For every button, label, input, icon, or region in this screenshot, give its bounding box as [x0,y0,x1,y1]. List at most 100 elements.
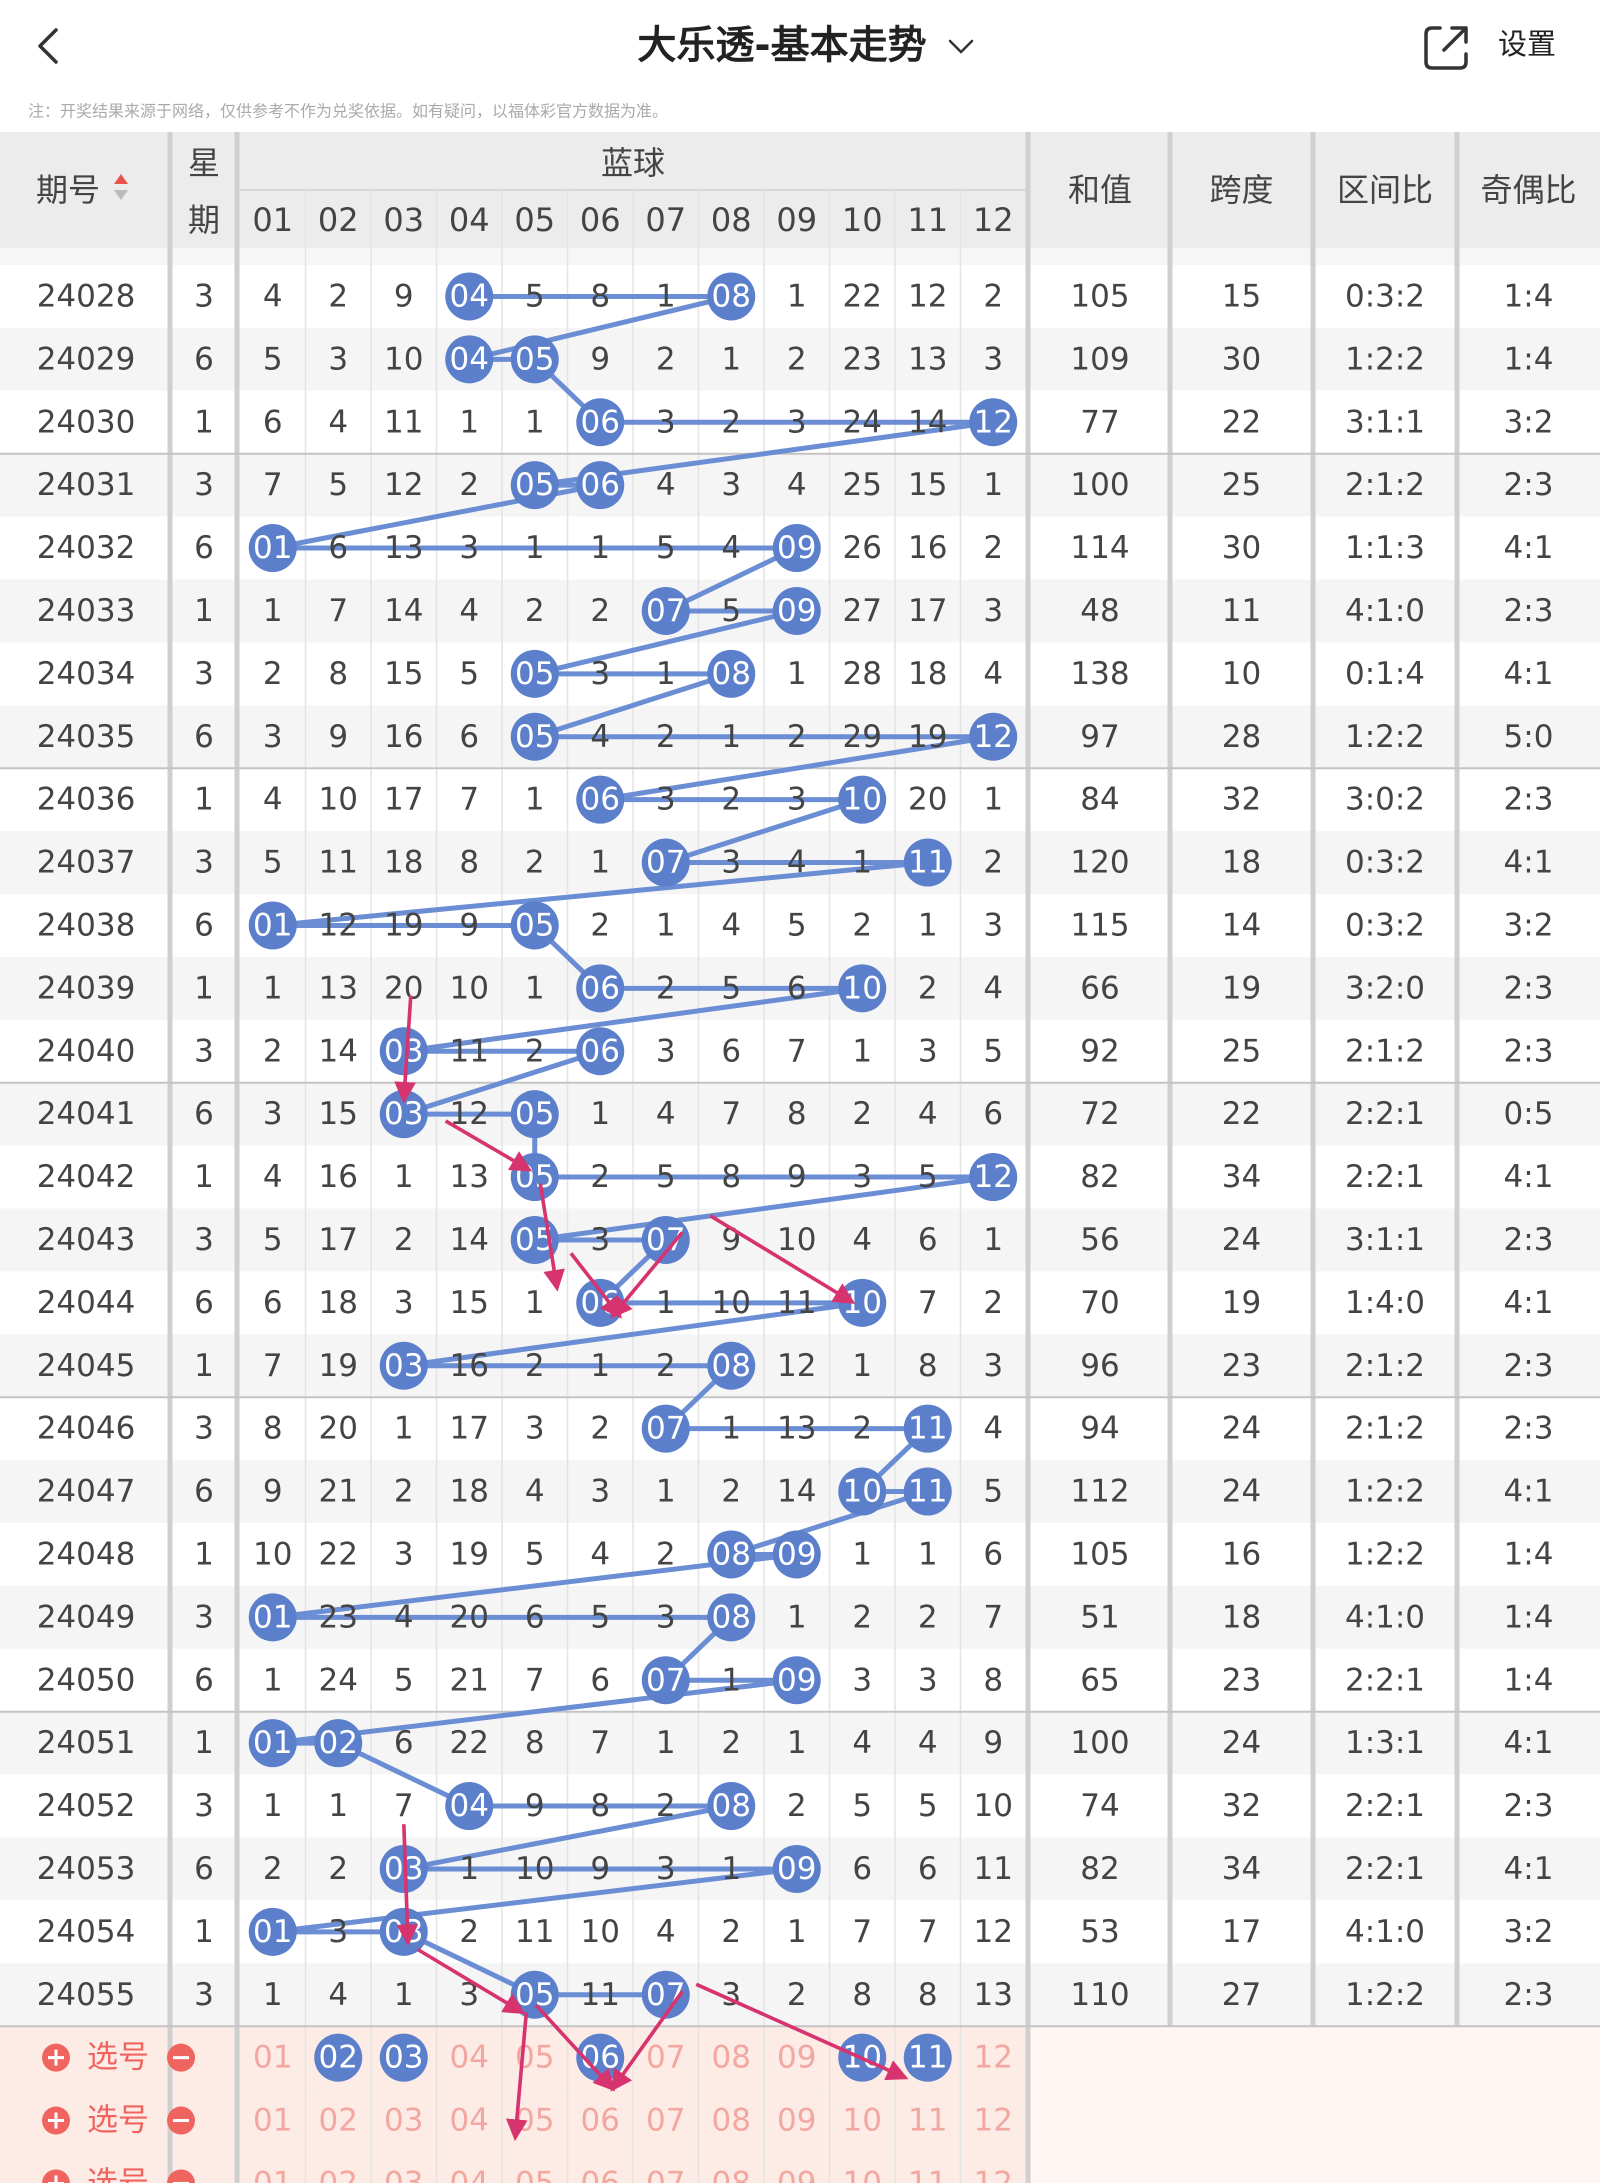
pick-number[interactable]: 06 [581,2103,620,2139]
pick-number[interactable]: 01 [253,2103,292,2139]
ball-number: 12 [974,404,1013,440]
ball-number: 11 [908,845,947,881]
pick-number[interactable]: 01 [253,2040,292,2076]
period: 24043 [37,1222,136,1258]
pick-number[interactable]: 07 [646,2165,685,2183]
miss-count: 2 [983,1285,1003,1321]
ball-number: 07 [646,593,685,629]
ball-column-label: 08 [711,201,752,239]
ball-hit [641,838,690,887]
odd-even: 4:1 [1504,1159,1554,1195]
ball-number: 05 [515,1096,554,1132]
pick-number[interactable]: 04 [450,2040,489,2076]
ball-hit [248,1719,297,1768]
miss-count: 6 [721,1033,741,1069]
odd-even: 2:3 [1504,1348,1554,1384]
ball-hit [707,1782,756,1831]
pick-number[interactable]: 05 [515,2103,554,2139]
span: 19 [1222,970,1261,1006]
pick-number[interactable]: 02 [319,2103,358,2139]
span: 18 [1222,845,1261,881]
pick-number[interactable]: 11 [908,2040,947,2076]
pick-number[interactable]: 02 [319,2040,358,2076]
pick-number[interactable]: 06 [581,2165,620,2183]
pick-number[interactable]: 07 [646,2103,685,2139]
miss-count: 11 [319,845,358,881]
pick-number[interactable]: 02 [319,2165,358,2183]
settings-button[interactable]: 设置 [1498,27,1556,61]
pick-row: 选号 01 02 03 04 05 06 07 08 09 10 11 12 [42,2103,1013,2139]
zone-ratio: 2:1:2 [1345,1033,1425,1069]
pick-row-bg-right [1030,2089,1600,2152]
miss-count: 21 [319,1474,358,1510]
pick-number[interactable]: 09 [777,2103,816,2139]
pick-number[interactable]: 07 [646,2040,685,2076]
pick-number[interactable]: 01 [253,2165,292,2183]
miss-count: 9 [459,907,479,943]
pick-row-bg-right [1030,2152,1600,2183]
weekday: 1 [194,1536,214,1572]
pick-number[interactable]: 09 [777,2040,816,2076]
zone-ratio: 3:1:1 [1345,404,1425,440]
period: 24030 [37,404,136,440]
pick-number[interactable]: 08 [712,2040,751,2076]
pick-ball-selected[interactable] [379,2033,428,2082]
period: 24047 [37,1474,136,1510]
odd-even: 4:1 [1504,1851,1554,1887]
pick-number[interactable]: 08 [712,2103,751,2139]
table-row: 24048 1 10 22 3 19 5 4 2 08 09 1 1 6 105 16 1:2:2 1:4 [37,1530,1553,1579]
remove-button[interactable] [167,2169,195,2183]
pick-number[interactable]: 03 [384,2040,423,2076]
miss-count: 18 [319,1285,358,1321]
pick-number[interactable]: 03 [384,2103,423,2139]
miss-count: 19 [319,1348,358,1384]
ball-number: 08 [712,1788,751,1824]
miss-count: 16 [384,719,423,755]
pick-number[interactable]: 11 [908,2165,947,2183]
pick-ball-selected[interactable] [903,2033,952,2082]
sum: 82 [1080,1159,1119,1195]
miss-count: 3 [918,1662,938,1698]
period: 24051 [37,1725,136,1761]
pick-number[interactable]: 11 [908,2103,947,2139]
pick-number[interactable]: 05 [515,2165,554,2183]
miss-count: 22 [319,1536,358,1572]
pick-number[interactable]: 04 [450,2103,489,2139]
miss-count: 14 [777,1474,816,1510]
period: 24049 [37,1599,136,1635]
row-bg [0,1963,1600,2027]
ball-hit [510,335,559,384]
pick-number[interactable]: 10 [843,2103,882,2139]
pick-number[interactable]: 10 [843,2165,882,2183]
sum: 100 [1070,1725,1129,1761]
pick-number[interactable]: 04 [450,2165,489,2183]
weekday: 3 [194,1033,214,1069]
pick-ball-selected[interactable] [314,2033,363,2082]
miss-count: 4 [263,782,283,818]
ball-number: 06 [581,970,620,1006]
zone-ratio: 4:1:0 [1345,593,1425,629]
miss-count: 5 [394,1662,414,1698]
pick-number[interactable]: 12 [974,2040,1013,2076]
pick-number[interactable]: 03 [384,2165,423,2183]
ball-hit [838,775,887,824]
miss-count: 1 [263,970,283,1006]
back-button[interactable] [38,28,58,64]
period: 24029 [37,341,136,377]
title-dropdown[interactable] [948,39,974,54]
span: 24 [1222,1222,1261,1258]
pick-number[interactable]: 08 [712,2165,751,2183]
sort-up [114,174,128,184]
miss-count: 6 [918,1222,938,1258]
miss-count: 2 [721,1725,741,1761]
ball-hit [314,1719,363,1768]
share-button[interactable] [1424,26,1468,70]
pick-number[interactable]: 09 [777,2165,816,2183]
pick-number[interactable]: 12 [974,2103,1013,2139]
pick-number[interactable]: 12 [974,2165,1013,2183]
miss-count: 1 [983,782,1003,818]
period-header[interactable]: 期号 [36,171,100,209]
miss-count: 5 [721,593,741,629]
ball-number: 06 [581,782,620,818]
add-icon [48,2112,64,2129]
